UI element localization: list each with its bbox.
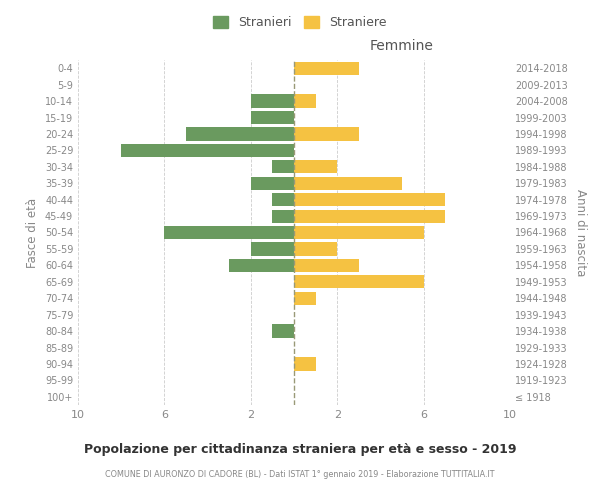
- Text: Popolazione per cittadinanza straniera per età e sesso - 2019: Popolazione per cittadinanza straniera p…: [84, 442, 516, 456]
- Bar: [294, 193, 445, 206]
- Y-axis label: Fasce di età: Fasce di età: [26, 198, 39, 268]
- Bar: [294, 62, 359, 75]
- Bar: [294, 226, 424, 239]
- Bar: [164, 226, 294, 239]
- Bar: [294, 160, 337, 173]
- Bar: [186, 128, 294, 140]
- Bar: [294, 128, 359, 140]
- Bar: [294, 292, 316, 305]
- Bar: [294, 259, 359, 272]
- Bar: [294, 176, 402, 190]
- Bar: [272, 160, 294, 173]
- Legend: Stranieri, Straniere: Stranieri, Straniere: [208, 11, 392, 34]
- Text: COMUNE DI AURONZO DI CADORE (BL) - Dati ISTAT 1° gennaio 2019 - Elaborazione TUT: COMUNE DI AURONZO DI CADORE (BL) - Dati …: [105, 470, 495, 479]
- Bar: [251, 176, 294, 190]
- Bar: [229, 259, 294, 272]
- Text: Femmine: Femmine: [370, 39, 434, 53]
- Bar: [294, 210, 445, 222]
- Bar: [251, 242, 294, 256]
- Bar: [294, 94, 316, 108]
- Bar: [251, 94, 294, 108]
- Bar: [294, 242, 337, 256]
- Bar: [294, 358, 316, 370]
- Bar: [251, 111, 294, 124]
- Bar: [272, 193, 294, 206]
- Bar: [272, 324, 294, 338]
- Bar: [121, 144, 294, 157]
- Bar: [272, 210, 294, 222]
- Y-axis label: Anni di nascita: Anni di nascita: [574, 189, 587, 276]
- Bar: [294, 275, 424, 288]
